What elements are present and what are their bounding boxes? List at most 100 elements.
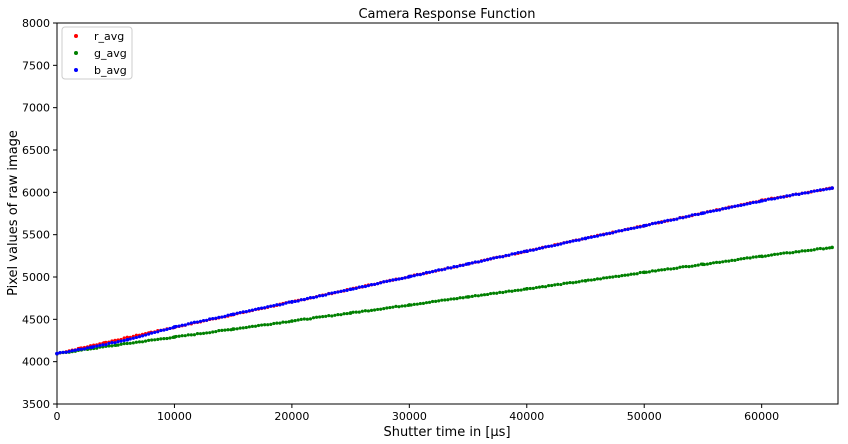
plot-area	[56, 22, 839, 405]
data-point	[678, 216, 682, 220]
data-point	[266, 305, 270, 309]
data-point	[110, 344, 114, 348]
data-point	[296, 299, 300, 303]
data-point	[140, 340, 145, 344]
data-point	[241, 326, 245, 330]
data-point	[553, 243, 557, 248]
data-point	[366, 309, 371, 313]
data-point	[672, 267, 676, 271]
data-point	[626, 227, 630, 231]
data-point	[388, 279, 392, 283]
data-point	[64, 350, 68, 354]
data-point	[278, 303, 282, 307]
data-point	[714, 260, 719, 264]
data-point	[785, 194, 789, 198]
data-point	[543, 285, 548, 289]
data-point	[479, 259, 484, 263]
data-point	[684, 264, 688, 269]
data-point	[235, 327, 239, 331]
data-point	[693, 264, 697, 268]
data-point	[137, 335, 142, 339]
data-point	[278, 321, 282, 325]
data-point	[272, 303, 276, 308]
data-point	[553, 283, 557, 287]
data-point	[172, 325, 177, 329]
data-point	[412, 302, 416, 307]
data-point	[321, 294, 325, 298]
data-point	[540, 285, 545, 289]
data-point	[73, 348, 77, 352]
data-point	[754, 255, 758, 259]
data-point	[382, 307, 386, 311]
data-point	[510, 252, 514, 256]
data-point	[806, 248, 810, 253]
data-point	[348, 287, 353, 292]
data-point	[809, 189, 813, 194]
y-tick-label: 5500	[22, 229, 50, 242]
data-point	[759, 199, 764, 203]
data-point	[177, 334, 181, 338]
data-point	[681, 216, 685, 220]
data-point	[482, 293, 487, 297]
data-point	[733, 204, 737, 208]
data-point	[189, 333, 193, 337]
data-point	[669, 218, 673, 222]
data-point	[745, 256, 749, 260]
data-point	[314, 295, 319, 299]
data-point	[638, 225, 642, 229]
data-point	[201, 331, 206, 335]
data-point	[159, 337, 163, 341]
data-point	[269, 322, 273, 326]
data-point	[748, 256, 752, 260]
data-point	[556, 243, 560, 247]
data-point	[562, 281, 566, 285]
data-point	[763, 254, 768, 258]
data-point	[785, 251, 789, 255]
data-point	[211, 317, 215, 321]
data-point	[724, 206, 728, 210]
data-point	[815, 188, 819, 193]
y-tick-label: 7500	[22, 59, 50, 72]
data-point	[745, 202, 749, 206]
data-point	[122, 336, 126, 340]
data-point	[759, 254, 764, 259]
data-point	[272, 321, 276, 326]
data-point	[424, 301, 429, 305]
data-point	[217, 329, 221, 333]
data-point	[489, 257, 493, 261]
data-point	[168, 336, 172, 340]
data-point	[250, 308, 255, 312]
data-point	[220, 315, 224, 319]
data-point	[150, 331, 154, 335]
y-tick-label: 5000	[22, 271, 50, 284]
data-point	[458, 296, 462, 300]
data-point	[821, 188, 826, 192]
data-point	[701, 211, 705, 215]
data-point	[403, 304, 407, 308]
data-point	[531, 286, 535, 290]
data-point	[330, 314, 334, 318]
data-point	[150, 338, 154, 342]
data-point	[791, 193, 795, 197]
data-point	[357, 285, 361, 289]
data-point	[311, 316, 316, 320]
data-point	[376, 281, 380, 286]
data-point	[67, 349, 71, 354]
data-point	[727, 259, 731, 263]
data-point	[669, 267, 673, 271]
data-point	[623, 273, 627, 277]
data-point	[183, 323, 187, 327]
data-point	[95, 344, 99, 348]
data-point	[736, 204, 740, 208]
data-point	[299, 298, 303, 302]
data-point	[739, 257, 743, 261]
data-point	[824, 246, 829, 250]
data-point	[489, 291, 493, 296]
data-point	[788, 251, 792, 255]
data-point	[407, 274, 412, 279]
data-point	[473, 293, 477, 298]
data-point	[550, 283, 554, 288]
data-point	[85, 346, 90, 350]
data-point	[116, 340, 120, 344]
